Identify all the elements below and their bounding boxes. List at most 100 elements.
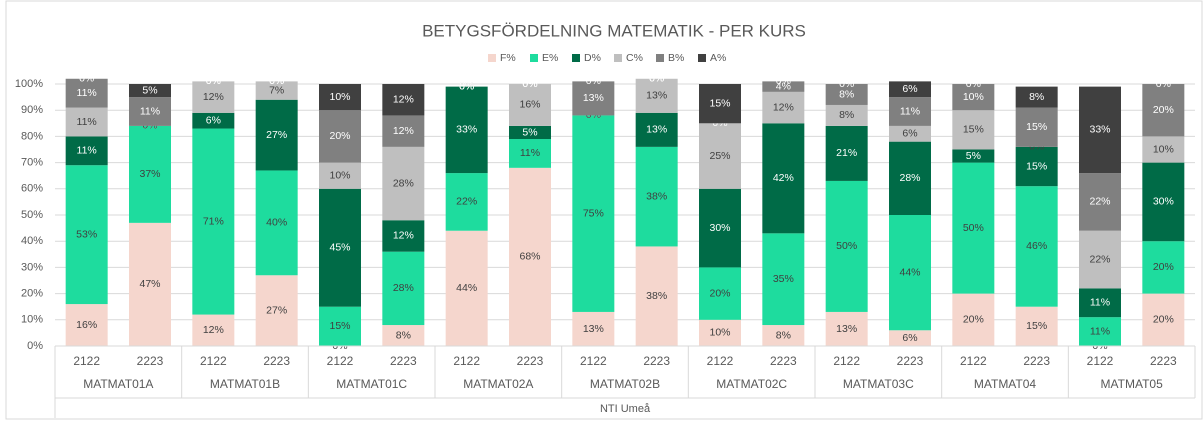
data-label: 12%: [393, 94, 414, 106]
bar-segment: [1142, 84, 1185, 137]
group-label: MATMAT01B: [210, 377, 280, 391]
data-label: 11%: [140, 105, 160, 117]
group-label: MATMAT01C: [336, 377, 407, 391]
data-label: 10%: [329, 169, 350, 181]
bar-segment: [1015, 186, 1058, 307]
data-label: 46%: [1026, 240, 1047, 252]
bar-segment: [1015, 86, 1058, 108]
group-label: MATMAT02C: [716, 377, 787, 391]
bar-segment: [635, 146, 678, 247]
bar-segment: [825, 125, 868, 181]
y-tick-label: 70%: [21, 157, 43, 169]
data-label: 5%: [142, 84, 157, 96]
group-label: MATMAT05: [1101, 377, 1164, 391]
data-label: 27%: [266, 129, 287, 141]
data-label: 15%: [709, 97, 730, 109]
data-label: 15%: [1026, 121, 1047, 133]
data-label: 22%: [1089, 196, 1110, 208]
bar-segment: [762, 81, 805, 92]
data-label: 27%: [266, 304, 287, 316]
legend-swatch: [656, 54, 664, 62]
bar-segment: [509, 125, 551, 140]
data-label: 10%: [963, 91, 984, 103]
bar-segment: [635, 246, 678, 346]
x-tick-label: 2122: [200, 354, 227, 368]
data-label: 12%: [393, 230, 414, 242]
data-label: 8%: [839, 109, 854, 121]
data-label: 6%: [206, 114, 221, 126]
data-label: 40%: [266, 217, 287, 229]
y-tick-label: 0%: [27, 340, 43, 352]
bar-segment: [825, 180, 868, 312]
bar-segment: [129, 84, 171, 98]
legend-swatch: [614, 54, 622, 62]
legend-label: A%: [710, 52, 726, 64]
data-label: 22%: [1089, 253, 1110, 265]
bar-segment: [129, 222, 171, 346]
x-tick-label: 2223: [137, 354, 164, 368]
bar-segment: [889, 97, 931, 126]
bar-segment: [889, 81, 931, 98]
group-label: MATMAT03C: [843, 377, 914, 391]
data-label: 11%: [77, 145, 97, 157]
data-label: 33%: [456, 124, 477, 136]
bar-segment: [509, 139, 551, 168]
chart-title: BETYGSFÖRDELNING MATEMATIK - PER KURS: [422, 21, 806, 40]
data-label: 8%: [1029, 91, 1044, 103]
legend-label: E%: [542, 52, 558, 64]
legend-swatch: [530, 54, 538, 62]
data-label: 8%: [396, 329, 411, 341]
data-label: 12%: [203, 91, 224, 103]
data-label: 13%: [836, 323, 857, 335]
data-label: 44%: [899, 266, 920, 278]
x-tick-label: 2122: [327, 354, 354, 368]
bar-segment: [445, 86, 488, 174]
data-label: 0%: [649, 73, 664, 85]
data-label: 21%: [836, 147, 857, 159]
y-tick-label: 60%: [21, 183, 43, 195]
data-label: 0%: [459, 80, 474, 92]
bar-segment: [699, 188, 741, 268]
bar-segment: [382, 84, 425, 116]
group-label: MATMAT02B: [590, 377, 660, 391]
data-label: 0%: [206, 75, 221, 87]
x-tick-label: 2122: [1087, 354, 1114, 368]
data-label: 11%: [1090, 297, 1110, 309]
bar-segment: [889, 125, 931, 142]
data-label: 20%: [963, 314, 984, 326]
data-label: 11%: [520, 147, 540, 159]
x-tick-label: 2223: [643, 354, 670, 368]
bar-segment: [319, 110, 361, 163]
data-label: 35%: [773, 273, 794, 285]
data-label: 20%: [1153, 261, 1174, 273]
data-label: 10%: [1153, 143, 1174, 155]
legend-label: D%: [584, 52, 601, 64]
data-label: 16%: [519, 99, 540, 111]
bar-segment: [65, 165, 108, 305]
bar-segment: [65, 107, 108, 137]
bar-segment: [1079, 173, 1121, 231]
data-label: 42%: [773, 172, 794, 184]
data-label: 50%: [836, 240, 857, 252]
data-label: 28%: [899, 172, 920, 184]
group-label: MATMAT01A: [83, 377, 153, 391]
legend-label: B%: [668, 52, 684, 64]
bar-segment: [825, 84, 868, 105]
data-label: 37%: [139, 168, 160, 180]
bar-segment: [952, 162, 995, 294]
bar-segment: [825, 311, 868, 346]
bar-segment: [889, 330, 931, 346]
data-label: 0%: [459, 80, 474, 92]
data-label: 5%: [966, 150, 981, 162]
bar-segment: [1142, 241, 1185, 294]
bar-segment: [1015, 107, 1058, 147]
bar-segment: [1079, 288, 1121, 318]
data-label: 0%: [1156, 78, 1171, 90]
bar-segment: [762, 233, 805, 326]
data-label: 28%: [393, 282, 414, 294]
bar-segment: [382, 146, 425, 221]
data-label: 20%: [329, 130, 350, 142]
bar-segment: [255, 81, 298, 100]
data-label: 22%: [456, 196, 477, 208]
